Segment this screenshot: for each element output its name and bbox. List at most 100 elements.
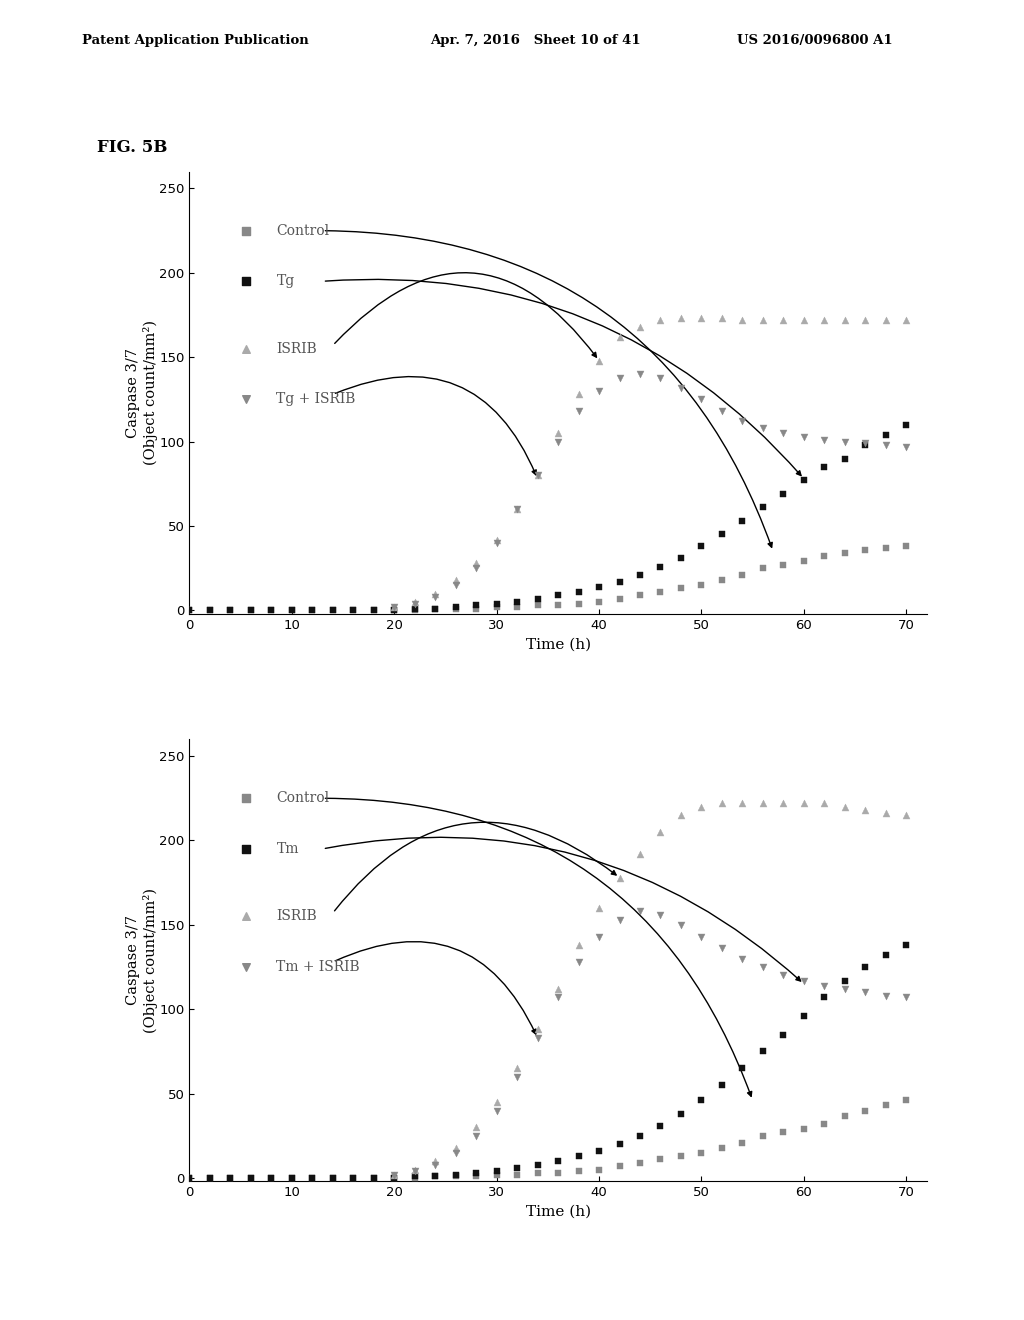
Point (898, 310, 914, 331)
Point (202, 599, 218, 620)
Point (878, 424, 894, 445)
Point (345, 599, 361, 620)
Point (263, 599, 280, 620)
Point (816, 793, 833, 814)
Point (238, 906, 254, 927)
Point (468, 1125, 484, 1146)
Point (222, 1167, 239, 1188)
Point (857, 800, 873, 821)
Point (734, 565, 751, 586)
Point (407, 1160, 423, 1181)
Point (591, 927, 607, 948)
Point (898, 536, 914, 557)
Point (427, 1151, 443, 1172)
Point (755, 310, 771, 331)
Point (775, 483, 792, 504)
Point (181, 1167, 198, 1188)
Point (591, 1140, 607, 1162)
Point (447, 1166, 464, 1187)
Point (714, 308, 730, 329)
Point (673, 1104, 689, 1125)
Point (652, 310, 669, 331)
Point (714, 569, 730, 590)
Y-axis label: Caspase 3/7
(Object count/mm²): Caspase 3/7 (Object count/mm²) (126, 888, 158, 1032)
Point (427, 1166, 443, 1187)
Point (407, 591, 423, 612)
Point (837, 970, 853, 991)
Point (652, 1148, 669, 1170)
Point (243, 1167, 259, 1188)
Point (755, 496, 771, 517)
Point (222, 599, 239, 620)
Point (796, 1118, 812, 1139)
Point (488, 532, 505, 553)
Point (407, 599, 423, 620)
Point (488, 1164, 505, 1185)
Point (652, 556, 669, 577)
Point (878, 434, 894, 455)
Point (366, 1167, 382, 1188)
Point (816, 546, 833, 568)
Point (386, 599, 402, 620)
Point (447, 1137, 464, 1158)
Point (857, 1100, 873, 1121)
Point (407, 598, 423, 619)
Text: ISRIB: ISRIB (276, 342, 317, 356)
Point (181, 1167, 198, 1188)
Point (488, 529, 505, 550)
Point (796, 310, 812, 331)
Point (366, 599, 382, 620)
Point (673, 308, 689, 329)
Point (222, 1167, 239, 1188)
Point (775, 965, 792, 986)
Point (734, 310, 751, 331)
Point (796, 470, 812, 491)
Point (755, 1125, 771, 1146)
Point (263, 1167, 280, 1188)
Point (632, 843, 648, 865)
Point (468, 553, 484, 574)
Point (734, 511, 751, 532)
Text: Tg + ISRIB: Tg + ISRIB (276, 392, 356, 407)
Point (816, 1114, 833, 1135)
Point (632, 565, 648, 586)
Point (673, 378, 689, 399)
Point (345, 599, 361, 620)
Point (447, 597, 464, 618)
Point (427, 598, 443, 619)
Point (673, 548, 689, 569)
Point (816, 310, 833, 331)
Point (366, 599, 382, 620)
Point (857, 539, 873, 560)
X-axis label: Time (h): Time (h) (525, 638, 591, 651)
Point (529, 595, 546, 616)
Point (673, 915, 689, 936)
Point (325, 599, 341, 620)
Point (632, 900, 648, 921)
Point (325, 1167, 341, 1188)
Point (611, 909, 628, 931)
Point (447, 574, 464, 595)
Point (878, 803, 894, 824)
Point (837, 978, 853, 999)
Point (238, 338, 254, 359)
Point (284, 1167, 300, 1188)
Point (755, 557, 771, 578)
Point (734, 948, 751, 969)
Point (181, 599, 198, 620)
Point (529, 465, 546, 486)
Point (202, 599, 218, 620)
Point (447, 1142, 464, 1163)
Point (243, 599, 259, 620)
Point (447, 598, 464, 619)
Point (366, 1167, 382, 1188)
Point (550, 432, 566, 453)
Point (734, 1057, 751, 1078)
Point (796, 793, 812, 814)
Point (243, 1167, 259, 1188)
Point (509, 499, 525, 520)
Point (734, 1133, 751, 1154)
Point (427, 1166, 443, 1187)
Point (878, 945, 894, 966)
Point (591, 898, 607, 919)
